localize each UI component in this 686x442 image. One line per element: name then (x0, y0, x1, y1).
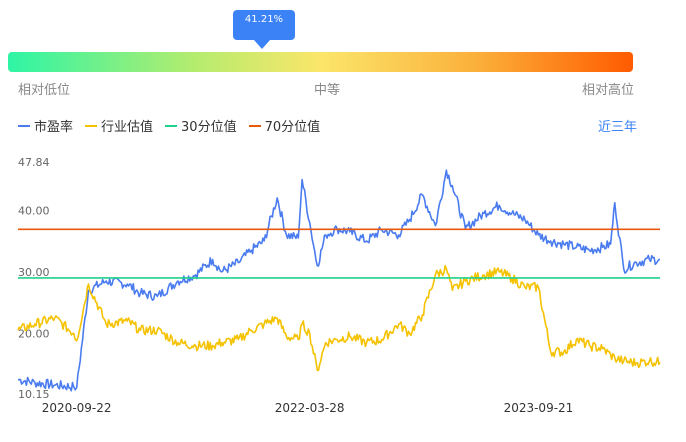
series-line-pe (17, 169, 660, 392)
series-line-industry (17, 265, 661, 372)
legend-item-pe[interactable]: 市盈率 (18, 116, 73, 135)
y-tick-label: 47.84 (18, 156, 50, 169)
legend-label-p70: 70分位值 (264, 120, 321, 135)
valuation-gauge-bar (8, 52, 633, 72)
legend-swatch-p70 (248, 124, 261, 127)
legend-label-p30: 30分位值 (181, 120, 237, 135)
percentile-tooltip: 41.21% (233, 10, 295, 40)
legend-item-p70[interactable]: 70分位值 (248, 116, 321, 135)
legend-item-industry[interactable]: 行业估值 (85, 116, 153, 135)
x-tick-label: 2022-03-28 (275, 401, 345, 415)
tooltip-pointer-icon (254, 40, 270, 49)
legend-swatch-industry (85, 124, 98, 127)
y-tick-label: 40.00 (18, 204, 50, 217)
x-tick-label: 2020-09-22 (42, 401, 112, 415)
chart-legend: 市盈率 行业估值 30分位值 70分位值 (18, 116, 320, 135)
legend-swatch-pe (18, 124, 30, 127)
gauge-label-low: 相对低位 (18, 83, 71, 98)
y-tick-label: 10.15 (18, 388, 50, 401)
y-tick-label: 30.00 (18, 266, 50, 279)
x-tick-label: 2023-09-21 (504, 401, 574, 415)
legend-label-industry: 行业估值 (101, 120, 154, 135)
percentile-tooltip-text: 41.21% (244, 14, 284, 25)
gauge-label-high: 相对高位 (582, 83, 635, 98)
gauge-label-mid: 中等 (314, 83, 341, 98)
legend-swatch-p30 (165, 124, 178, 127)
legend-label-pe: 市盈率 (34, 120, 74, 135)
legend-item-p30[interactable]: 30分位值 (165, 116, 237, 135)
time-range-selector[interactable]: 近三年 (598, 120, 638, 135)
y-tick-label: 20.00 (18, 327, 50, 340)
